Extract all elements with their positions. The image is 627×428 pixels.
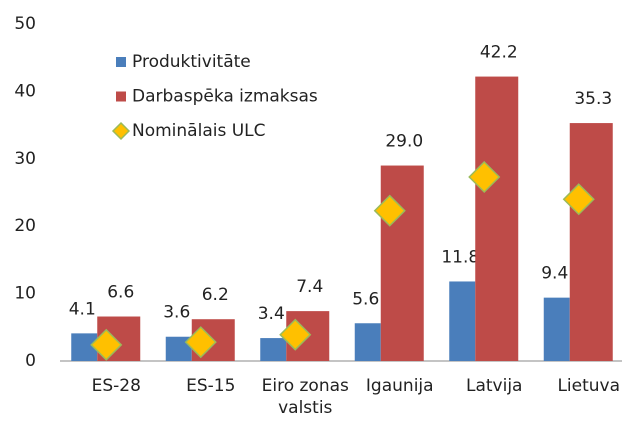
data-label: 7.4 (296, 277, 323, 297)
data-label: 29.0 (385, 132, 423, 152)
x-tick-label: Igaunija (365, 376, 434, 396)
x-tick-label-box: Latvija (466, 376, 523, 396)
y-tick-label: 10 (14, 284, 36, 304)
legend-label: Nominālais ULC (132, 121, 266, 141)
x-tick-label-box: ES-28 (91, 376, 141, 396)
data-label: 6.6 (107, 283, 134, 303)
y-tick-label: 40 (14, 81, 36, 101)
bar (569, 123, 613, 361)
bar (260, 338, 287, 361)
x-tick-label: ES-15 (186, 376, 236, 396)
data-label: 11.8 (441, 247, 479, 267)
data-label: 35.3 (574, 89, 612, 109)
legend-label: Darbaspēka izmaksas (132, 87, 318, 107)
diamond-marker (468, 160, 501, 194)
data-label: 3.6 (163, 303, 190, 323)
data-label: 42.2 (480, 43, 518, 63)
legend-swatch (116, 57, 126, 67)
bar (354, 323, 381, 361)
diamond-marker (373, 194, 406, 227)
diamond-marker (111, 121, 131, 141)
diamond-marker (562, 183, 595, 216)
bar (449, 281, 476, 361)
data-label: 3.4 (258, 304, 285, 324)
bar (380, 165, 424, 361)
diamond-marker (184, 326, 217, 359)
bar (543, 297, 570, 361)
diamond-marker (90, 328, 123, 361)
data-label: 6.2 (202, 285, 229, 305)
data-label: 9.4 (541, 264, 568, 284)
x-tick-label: Lietuva (557, 376, 621, 396)
diamond-marker (279, 318, 312, 351)
data-label: 4.1 (69, 299, 96, 319)
x-tick-label-box: Lietuva (557, 376, 621, 396)
x-tick-label: Eiro zonas valstis (261, 376, 349, 418)
bar (475, 76, 519, 362)
x-tick-label-box: ES-15 (186, 376, 236, 396)
data-label: 5.6 (352, 289, 379, 309)
y-tick-label: 50 (14, 14, 36, 34)
y-tick-label: 20 (14, 216, 36, 236)
legend-swatch (116, 91, 126, 102)
x-tick-label: Latvija (466, 376, 523, 396)
y-tick-label: 30 (14, 149, 36, 169)
x-tick-label-box: Igaunija (365, 376, 434, 396)
x-tick-label: ES-28 (91, 376, 141, 396)
legend-label: Produktivitāte (132, 52, 251, 72)
x-tick-label-box: Eiro zonas valstis (261, 376, 349, 418)
y-tick-label: 0 (25, 351, 36, 371)
